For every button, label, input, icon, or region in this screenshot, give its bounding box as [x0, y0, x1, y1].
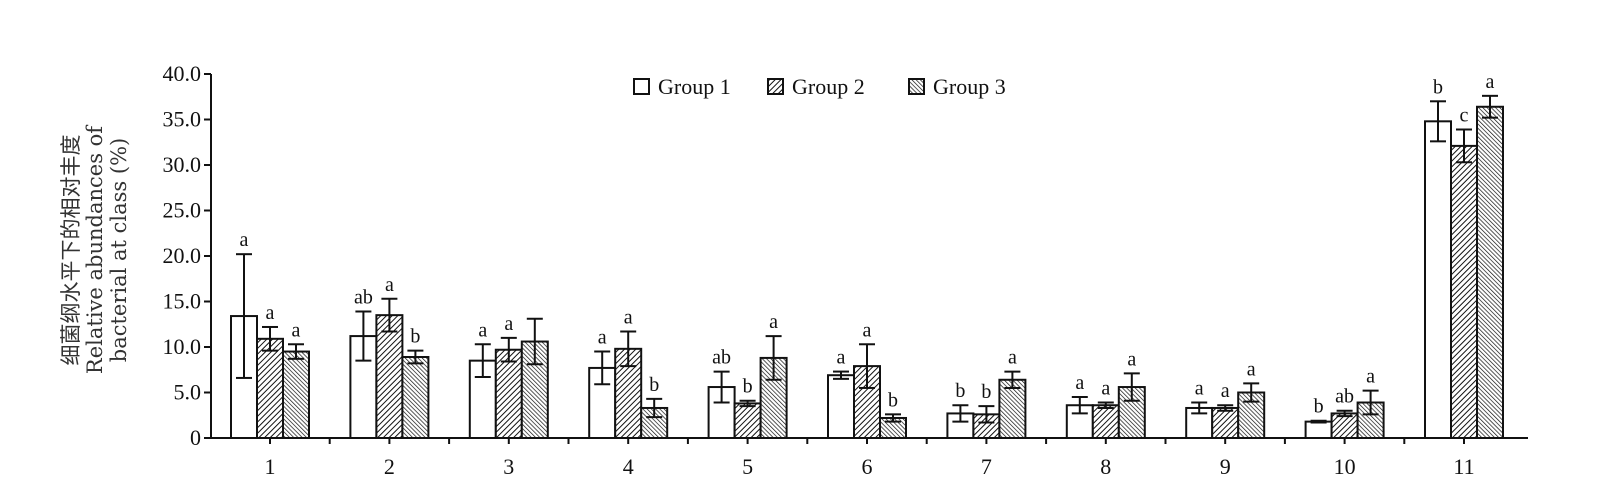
x-tick-label: 2 [384, 454, 395, 479]
y-tick-label: 5.0 [174, 380, 202, 405]
significance-letter: a [266, 302, 275, 324]
x-tick-label: 11 [1453, 454, 1474, 479]
bar [494, 348, 523, 440]
significance-letter: ab [1335, 386, 1354, 408]
bar [1424, 120, 1452, 439]
significance-letter: a [1008, 347, 1017, 369]
significance-letter: b [649, 374, 659, 396]
y-tick-label: 30.0 [163, 152, 202, 177]
significance-letter: b [981, 381, 991, 403]
significance-letter: a [292, 319, 301, 341]
significance-letter: b [1314, 396, 1324, 418]
significance-letter: a [1247, 358, 1256, 380]
significance-letter: a [1127, 348, 1136, 370]
legend-swatch [633, 78, 650, 95]
y-tick-label: 40.0 [163, 61, 202, 86]
legend-label: Group 3 [933, 74, 1006, 99]
axes: 0 5.0 10.0 15.0 20.0 25.0 30.0 35.0 40.0 1 2 3 4 5 6 7 8… [163, 61, 1528, 479]
significance-letter: a [1221, 380, 1230, 402]
significance-letter: a [624, 307, 633, 329]
significance-letter: a [240, 229, 249, 251]
bar [1476, 105, 1504, 439]
significance-letter: a [863, 319, 872, 341]
significance-letter: ab [712, 347, 731, 369]
significance-letter: c [1460, 105, 1469, 127]
significance-letter: ab [354, 287, 373, 309]
legend: Group 1 Group 2 Group 3 [633, 74, 1006, 99]
bar [1304, 420, 1333, 439]
x-tick-label: 5 [742, 454, 753, 479]
y-tick-label: 0 [190, 425, 201, 450]
bar [733, 402, 762, 440]
legend-label: Group 2 [792, 74, 865, 99]
y-tick-label: 20.0 [163, 243, 202, 268]
significance-letter: a [769, 311, 778, 333]
significance-letter: a [598, 327, 607, 349]
significance-letter: a [1195, 378, 1204, 400]
x-tick-label: 4 [623, 454, 634, 479]
bar [1091, 404, 1120, 439]
x-tick-label: 6 [862, 454, 873, 479]
significance-letter: a [1486, 71, 1495, 93]
significance-letter: a [1075, 372, 1084, 394]
x-tick-label: 9 [1220, 454, 1231, 479]
bar [282, 350, 310, 439]
significance-letter: a [1101, 378, 1110, 400]
bar [375, 314, 404, 439]
bar [1211, 406, 1240, 440]
bar [827, 374, 855, 439]
legend-swatch [767, 78, 784, 95]
significance-letter: b [410, 326, 420, 348]
significance-letter: a [837, 347, 846, 369]
x-tick-label: 8 [1100, 454, 1111, 479]
bar [1450, 144, 1478, 439]
legend-swatch [908, 78, 925, 95]
x-tick-label: 1 [265, 454, 276, 479]
significance-letter: b [955, 380, 965, 402]
significance-letter: a [478, 319, 487, 341]
y-tick-label: 35.0 [163, 107, 202, 132]
significance-letter: b [888, 389, 898, 411]
x-tick-label: 7 [981, 454, 992, 479]
x-tick-label: 10 [1334, 454, 1356, 479]
bar [401, 356, 430, 440]
significance-letter: b [743, 376, 753, 398]
legend-label: Group 1 [658, 74, 731, 99]
significance-letter: a [385, 274, 394, 296]
y-tick-label: 15.0 [163, 289, 202, 314]
significance-letter: a [1366, 366, 1375, 388]
y-tick-label: 25.0 [163, 198, 202, 223]
significance-letter: b [1433, 76, 1443, 98]
x-tick-label: 3 [503, 454, 514, 479]
bar [256, 337, 284, 439]
y-tick-label: 10.0 [163, 334, 202, 359]
significance-letter: a [504, 313, 513, 335]
